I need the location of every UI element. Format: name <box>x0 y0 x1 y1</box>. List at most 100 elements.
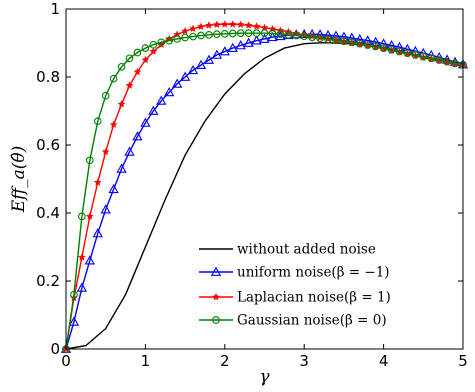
data-point <box>419 52 428 61</box>
data-point <box>117 100 126 108</box>
data-point <box>219 46 230 56</box>
data-point <box>101 147 110 156</box>
data-point <box>252 22 261 30</box>
data-point <box>355 39 364 48</box>
data-point <box>156 95 167 105</box>
data-point <box>157 38 166 47</box>
data-point <box>228 29 237 38</box>
data-point <box>149 47 158 55</box>
data-point <box>427 54 436 63</box>
data-point <box>308 33 316 42</box>
data-point <box>236 29 245 37</box>
y-tick-label: 0.2 <box>36 272 60 290</box>
data-point <box>133 48 142 57</box>
data-point <box>267 31 278 42</box>
legend-label: without added noise <box>237 242 376 258</box>
data-point <box>260 23 269 31</box>
data-point <box>363 41 372 49</box>
data-point <box>181 33 189 42</box>
data-point <box>132 131 143 141</box>
data-point <box>164 86 175 97</box>
data-point <box>124 146 135 156</box>
data-point <box>205 30 213 39</box>
data-point <box>236 20 245 28</box>
data-point <box>211 49 222 59</box>
data-point <box>84 255 95 265</box>
data-point <box>212 20 221 28</box>
data-point <box>109 120 118 128</box>
data-point <box>197 31 205 40</box>
data-point <box>195 59 207 70</box>
data-point <box>205 21 213 29</box>
data-point <box>92 228 103 238</box>
data-point <box>387 45 396 54</box>
data-point <box>220 20 229 28</box>
legend-entry-1: uniform noise(β = −1) <box>199 265 390 281</box>
data-point <box>179 71 191 81</box>
data-point <box>173 35 182 43</box>
x-tick-label: 0 <box>61 352 71 370</box>
x-tick-label: 2 <box>220 352 230 370</box>
data-point <box>117 62 126 71</box>
data-point <box>435 56 444 64</box>
data-point <box>252 29 261 37</box>
series-layer <box>60 20 469 353</box>
data-point <box>181 27 189 35</box>
data-point <box>101 91 110 100</box>
data-point <box>251 35 262 45</box>
legend-entry-2: Laplacian noise(β = 1) <box>199 290 391 306</box>
data-point <box>197 22 205 30</box>
data-point <box>340 37 348 46</box>
data-point <box>189 32 197 41</box>
data-point <box>187 64 199 75</box>
data-point <box>109 74 118 83</box>
data-point <box>300 32 309 41</box>
data-point <box>276 30 285 39</box>
data-point <box>347 38 356 47</box>
y-tick-label: 1 <box>50 0 60 18</box>
data-point <box>76 282 88 292</box>
data-point <box>141 55 150 64</box>
legend-marker <box>210 266 222 276</box>
x-tick-label: 5 <box>458 352 468 370</box>
data-point <box>125 81 134 89</box>
legend-label: uniform noise(β = −1) <box>237 265 390 281</box>
data-point <box>148 105 159 115</box>
data-point <box>213 30 221 39</box>
legend-label: Laplacian noise(β = 1) <box>237 290 391 306</box>
data-point <box>379 44 388 52</box>
data-point <box>85 156 94 165</box>
data-point <box>108 183 119 194</box>
data-point <box>443 57 451 66</box>
data-point <box>260 29 269 37</box>
data-point <box>403 49 412 58</box>
y-tick-label: 0.8 <box>36 68 60 86</box>
data-point <box>395 47 404 56</box>
data-point <box>189 24 197 33</box>
x-tick-label: 1 <box>141 352 151 370</box>
x-axis-label: γ <box>259 367 270 387</box>
data-point <box>85 212 94 220</box>
legend-marker <box>212 292 220 301</box>
data-point <box>235 40 246 50</box>
data-point <box>244 21 253 29</box>
data-point <box>68 316 80 326</box>
data-point <box>133 67 142 76</box>
plot-frame <box>65 8 464 350</box>
data-point <box>324 35 332 44</box>
y-tick-label: 0 <box>50 340 60 358</box>
data-point <box>243 37 254 47</box>
legend-label: Gaussian noise(β = 0) <box>237 313 387 329</box>
y-tick-label: 0.6 <box>36 136 60 154</box>
data-point <box>165 36 174 45</box>
data-point <box>316 34 324 43</box>
data-point <box>228 20 237 28</box>
data-point <box>141 44 150 52</box>
legend-entry-0: without added noise <box>199 242 376 258</box>
data-point <box>268 29 277 38</box>
legend-entry-3: Gaussian noise(β = 0) <box>199 313 387 329</box>
data-point <box>93 178 102 186</box>
data-point <box>411 51 420 59</box>
axes-layer: 0 1 2 3 4 5 0 0.2 0.4 0.6 0.8 1 γ Eff_a(θ̂) <box>9 0 468 387</box>
